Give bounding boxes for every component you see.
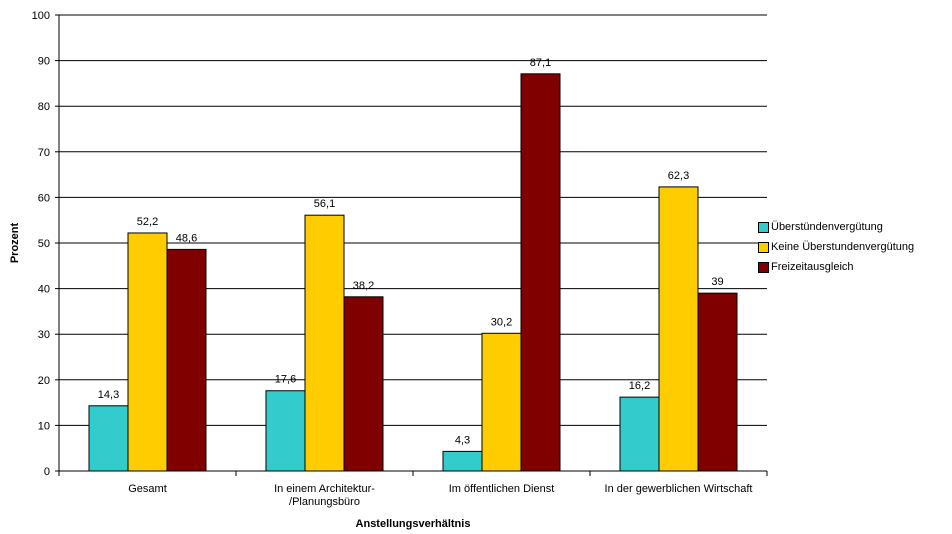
x-tick-label: Im öffentlichen Dienst <box>449 483 555 495</box>
bar <box>442 450 483 472</box>
legend-label: Keine Überstundenvergütung <box>771 241 915 253</box>
bar <box>88 405 129 472</box>
legend-swatch <box>758 261 769 273</box>
data-label: 30,2 <box>491 316 512 328</box>
y-tick-label: 70 <box>38 147 50 159</box>
y-tick-label: 80 <box>38 101 50 113</box>
y-tick-label: 90 <box>38 56 50 68</box>
x-tick-labels: Gesamt In einem Architektur-/Planungsbüro… <box>128 483 752 508</box>
bar <box>166 248 207 472</box>
bar <box>304 214 345 472</box>
legend: Überstündenvergütung Keine Überstundenve… <box>758 217 914 277</box>
data-label: 56,1 <box>314 198 335 210</box>
data-labels: 14,3 52,2 48,6 17,6 56,1 38,2 4,3 30,2 87,1 16,2 6… <box>98 57 724 447</box>
bar <box>658 186 699 472</box>
y-tick-label: 50 <box>38 238 50 250</box>
data-label: 87,1 <box>530 57 551 69</box>
x-tick-label: In der gewerblichen Wirtschaft <box>605 483 753 495</box>
x-tick-label: /Planungsbüro <box>289 496 360 508</box>
y-tick-label: 20 <box>38 375 50 387</box>
data-label: 39 <box>711 276 723 288</box>
y-tick-label: 10 <box>38 420 50 432</box>
legend-item: Freizeitausgleich <box>758 257 914 277</box>
data-label: 17,6 <box>275 374 296 386</box>
data-label: 14,3 <box>98 389 119 401</box>
legend-label: Freizeitausgleich <box>771 261 854 273</box>
y-axis-title: Prozent <box>9 222 21 263</box>
bar <box>265 390 306 472</box>
bar <box>520 73 561 472</box>
bar <box>697 292 738 472</box>
bar <box>343 296 384 472</box>
data-label: 16,2 <box>629 380 650 392</box>
legend-item: Überstündenvergütung <box>758 217 914 237</box>
y-tick-label: 0 <box>44 466 50 478</box>
x-tick-label: Gesamt <box>128 483 167 495</box>
data-label: 48,6 <box>176 232 197 244</box>
legend-swatch <box>758 241 769 253</box>
axes <box>55 14 768 476</box>
legend-item: Keine Überstundenvergütung <box>758 237 914 257</box>
y-tick-label: 30 <box>38 329 50 341</box>
bar <box>127 232 168 472</box>
bar <box>481 332 522 472</box>
data-label: 38,2 <box>353 280 374 292</box>
y-tick-label: 60 <box>38 192 50 204</box>
x-tick-label: In einem Architektur- <box>274 483 375 495</box>
data-label: 62,3 <box>668 170 689 182</box>
bars <box>88 73 738 472</box>
y-tick-label: 100 <box>32 10 50 22</box>
data-label: 4,3 <box>455 434 470 446</box>
legend-label: Überstündenvergütung <box>771 221 883 233</box>
legend-swatch <box>758 221 769 233</box>
bar <box>619 396 660 472</box>
y-tick-labels: 0 10 20 30 40 50 60 70 80 90 100 <box>32 10 50 478</box>
x-axis-title: Anstellungsverhältnis <box>356 518 471 530</box>
data-label: 52,2 <box>137 216 158 228</box>
y-tick-label: 40 <box>38 284 50 296</box>
